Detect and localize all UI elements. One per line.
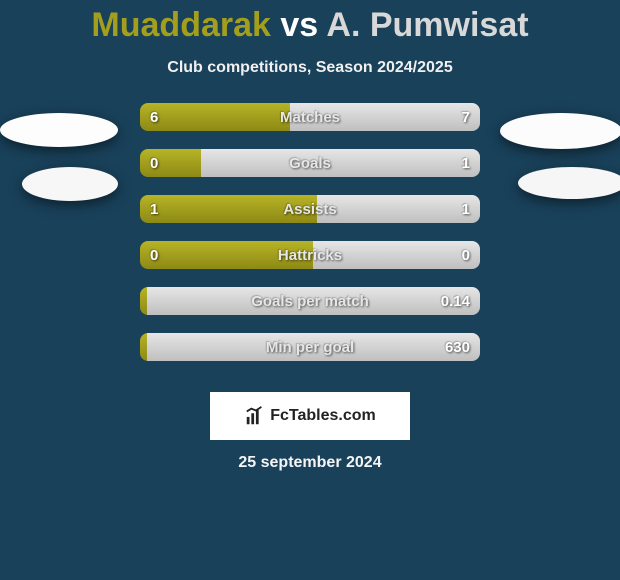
stat-value-right: 630 <box>445 333 470 361</box>
shadow-ellipse <box>22 167 118 201</box>
stat-row: Goals per match 0.14 <box>140 287 480 315</box>
stat-value-left: 1 <box>150 195 158 223</box>
stat-row: Min per goal 630 <box>140 333 480 361</box>
stat-value-right: 0 <box>462 241 470 269</box>
stat-fill-left <box>140 103 290 131</box>
brand-logo: FcTables.com <box>244 405 376 427</box>
footer-date: 25 september 2024 <box>0 454 620 472</box>
stat-label: Matches <box>280 103 340 131</box>
stat-fill-right <box>201 149 480 177</box>
stat-value-right: 7 <box>462 103 470 131</box>
stat-label: Goals per match <box>251 287 369 315</box>
stat-fill-left <box>140 333 147 361</box>
comparison-title: Muaddarak vs A. Pumwisat <box>0 0 620 45</box>
shadow-ellipse <box>500 113 620 149</box>
stat-row: Goals 0 1 <box>140 149 480 177</box>
stat-bars: Matches67Goals01Assists11Hattricks00Goal… <box>140 103 480 379</box>
subtitle: Club competitions, Season 2024/2025 <box>0 59 620 77</box>
stat-row: Hattricks 0 0 <box>140 241 480 269</box>
player1-name: Muaddarak <box>91 6 271 44</box>
brand-box: FcTables.com <box>210 392 410 440</box>
player2-name: A. Pumwisat <box>326 6 528 44</box>
stat-value-right: 1 <box>462 195 470 223</box>
shadow-ellipse <box>518 167 620 199</box>
stat-fill-left <box>140 287 147 315</box>
stat-label: Min per goal <box>266 333 354 361</box>
stat-row: Matches 6 7 <box>140 103 480 131</box>
stat-value-left: 6 <box>150 103 158 131</box>
chart-icon <box>244 405 266 427</box>
stat-value-left: 0 <box>150 149 158 177</box>
brand-text: FcTables.com <box>270 407 376 425</box>
stat-value-right: 1 <box>462 149 470 177</box>
vs-text: vs <box>280 6 318 44</box>
stat-label: Goals <box>289 149 331 177</box>
stat-value-left: 0 <box>150 241 158 269</box>
stat-fill-right <box>317 195 480 223</box>
shadow-ellipse <box>0 113 118 147</box>
stat-value-right: 0.14 <box>441 287 470 315</box>
stats-arena: Matches67Goals01Assists11Hattricks00Goal… <box>0 103 620 393</box>
stat-row: Assists 1 1 <box>140 195 480 223</box>
stat-label: Assists <box>283 195 336 223</box>
stat-label: Hattricks <box>278 241 342 269</box>
